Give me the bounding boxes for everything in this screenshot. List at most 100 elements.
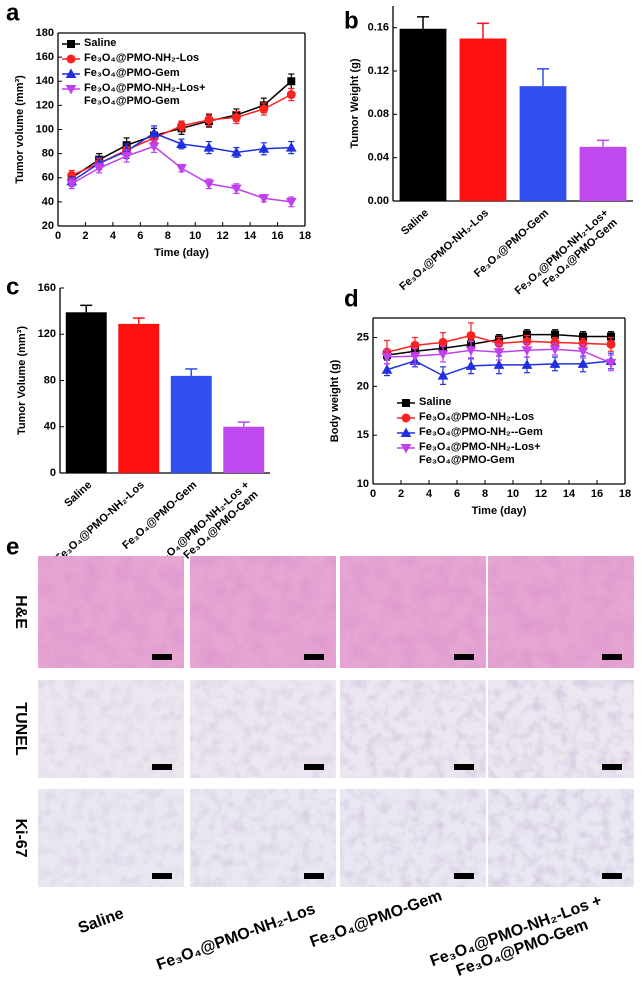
marker <box>203 179 215 190</box>
row-label: Ki-67 <box>12 818 29 857</box>
legend-label: Fe₃O₄@PMO-NH₂-Los <box>84 52 200 64</box>
y-tick-label: 40 <box>44 421 56 433</box>
micrograph-texture <box>488 680 634 778</box>
marker <box>259 104 269 114</box>
bar <box>399 28 447 201</box>
x-tick-label: 0 <box>55 230 61 242</box>
micrograph-texture <box>340 680 486 778</box>
marker <box>67 40 75 48</box>
scale-bar <box>602 654 622 660</box>
y-tick-label: 15 <box>357 429 369 441</box>
x-tick-label: 2 <box>82 230 88 242</box>
x-tick-label: 10 <box>507 488 519 500</box>
row-label: H&E <box>12 595 29 629</box>
legend-label-box: Fe₃O₄@PMO-NH₂-Los+ Fe₃O₄@PMO-Gem <box>419 441 541 466</box>
marker <box>606 339 616 349</box>
micrograph-texture <box>340 556 486 668</box>
marker <box>400 427 412 437</box>
x-tick-label: 12 <box>217 230 229 242</box>
micrograph-texture <box>38 680 184 778</box>
panel-label: d <box>344 285 359 312</box>
marker <box>400 444 412 454</box>
marker <box>287 77 296 86</box>
x-tick-label: 2 <box>398 488 404 500</box>
y-tick-label: 120 <box>36 99 54 111</box>
x-axis-label: Time (day) <box>472 505 527 517</box>
marker <box>493 359 505 369</box>
marker <box>409 352 421 362</box>
marker <box>549 358 561 368</box>
marker <box>258 194 270 204</box>
scale-bar <box>454 764 474 770</box>
marker <box>258 143 270 153</box>
marker <box>176 164 187 174</box>
panel-label: b <box>344 7 359 34</box>
y-tick-label: 180 <box>36 27 54 39</box>
panel-label: c <box>6 273 19 300</box>
x-tick-label: 6 <box>454 488 460 500</box>
legend-label: Fe₃O₄@PMO-NH₂-Los+ Fe₃O₄@PMO-Gem <box>84 82 206 107</box>
y-axis-label: Tumor Weight (g) <box>349 58 361 148</box>
bar <box>118 323 160 473</box>
y-tick-label: 20 <box>357 380 369 392</box>
marker <box>231 184 242 195</box>
legend-label: Saline <box>419 396 452 408</box>
x-tick-label: 4 <box>110 230 117 242</box>
y-tick-label: 0.12 <box>368 65 389 77</box>
y-tick-label: 10 <box>357 478 369 490</box>
scale-bar <box>152 654 172 660</box>
marker <box>285 197 297 208</box>
marker <box>381 364 393 374</box>
marker <box>438 337 448 347</box>
y-tick-label: 40 <box>42 196 54 208</box>
bar <box>65 312 107 473</box>
legend-label-box: Fe₃O₄@PMO-NH₂-Los <box>84 52 200 64</box>
scale-bar <box>152 873 172 879</box>
marker <box>204 115 214 125</box>
marker <box>521 359 533 369</box>
marker <box>401 413 411 423</box>
marker <box>549 345 561 355</box>
y-tick-label: 0.04 <box>368 152 390 164</box>
marker <box>93 164 105 174</box>
x-tick-label: 12 <box>535 488 547 500</box>
legend-label-box: Fe₃O₄@PMO-NH₂--Gem <box>419 426 543 438</box>
row-label: TUNEL <box>12 702 29 756</box>
micrograph-texture <box>190 789 336 887</box>
marker <box>65 85 77 95</box>
x-tick-label: 0 <box>370 488 376 500</box>
scale-bar <box>602 873 622 879</box>
legend-label-box: Fe₃O₄@PMO-Gem <box>84 67 180 79</box>
y-tick-label: 25 <box>357 331 369 343</box>
x-tick-label: 10 <box>189 230 201 242</box>
y-tick-label: 80 <box>44 374 56 386</box>
marker <box>381 353 393 363</box>
marker <box>465 360 477 370</box>
marker <box>466 331 476 341</box>
micrograph-texture <box>340 789 486 887</box>
x-tick-label: 16 <box>271 230 283 242</box>
x-tick-label: 6 <box>137 230 143 242</box>
y-tick-label: 0.08 <box>368 108 389 120</box>
panel-label: a <box>6 0 20 26</box>
y-tick-label: 0.16 <box>368 22 389 34</box>
legend-label-box: Saline <box>419 396 452 408</box>
y-tick-label: 160 <box>38 282 56 294</box>
marker <box>577 347 589 357</box>
micrograph-texture <box>38 556 184 668</box>
marker <box>231 146 242 157</box>
marker <box>521 346 533 356</box>
marker <box>437 370 449 380</box>
scale-bar <box>304 654 324 660</box>
marker <box>577 358 589 368</box>
scale-bar <box>304 873 324 879</box>
bar <box>519 86 567 201</box>
marker <box>121 152 132 162</box>
y-tick-label: 100 <box>36 123 54 135</box>
marker <box>437 350 449 360</box>
scale-bar <box>454 873 474 879</box>
y-axis-label: Body weight (g) <box>329 359 341 442</box>
marker <box>605 358 617 369</box>
micrograph-texture <box>190 680 336 778</box>
